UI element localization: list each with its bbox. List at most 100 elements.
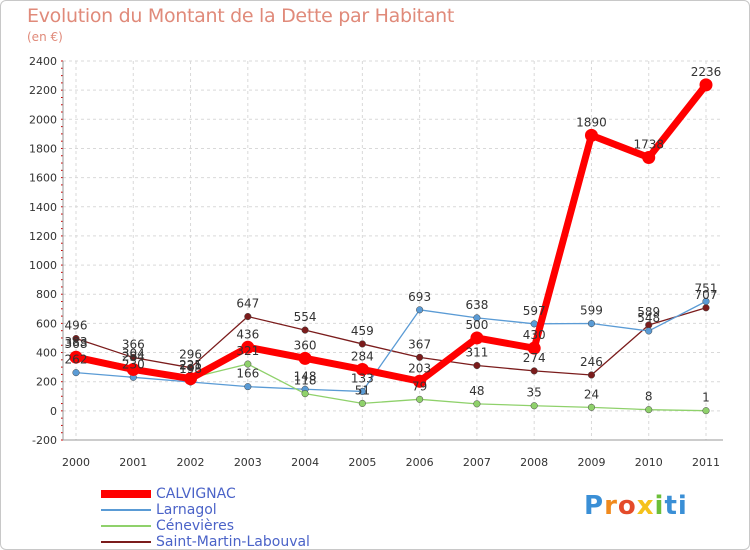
data-point [184,372,198,386]
legend-item: Cénevières [101,518,401,534]
legend-swatch [101,525,151,527]
data-point [301,390,309,398]
y-tick-label: 1800 [29,142,57,155]
data-label: 166 [236,367,259,381]
data-point [358,340,366,348]
logo-letter: x [636,491,655,521]
data-point [129,353,137,362]
data-label: 225 [179,358,202,372]
data-label: 1890 [576,115,607,129]
data-label: 430 [523,328,546,342]
legend-item: Saint-Martin-Labouval [101,534,401,549]
y-tick-label: 1000 [29,259,57,272]
y-tick-label: 0 [50,405,57,418]
plot-area [63,61,723,440]
data-point [587,403,596,411]
data-label: 367 [408,337,431,351]
data-label: 647 [236,297,259,311]
x-tick-label: 2004 [291,456,319,469]
data-label: 554 [294,310,317,324]
logo-letter: i [654,491,665,521]
data-label: 638 [465,298,488,312]
x-tick-label: 2011 [692,456,720,469]
y-tick-label: 2200 [29,84,57,97]
data-label: 48 [469,384,484,398]
data-label: 693 [408,290,431,304]
data-point [702,407,710,415]
data-point [69,350,83,364]
data-label: 79 [412,379,427,393]
data-label: 296 [179,348,202,362]
x-tick-label: 2000 [62,456,90,469]
y-tick-label: 400 [36,347,57,360]
y-tick-label: 1600 [29,172,57,185]
series-line-calvignac [72,81,710,385]
data-label: 436 [236,327,259,341]
data-label: 1 [702,391,710,405]
data-label: 321 [236,344,259,358]
data-point [358,399,366,407]
data-label: 221 [179,359,202,373]
data-label: 548 [637,311,660,325]
data-point [473,361,481,370]
x-tick-label: 2008 [520,456,548,469]
data-label: 274 [523,351,546,365]
data-label: 203 [408,361,431,375]
data-label: 8 [645,390,653,404]
data-label: 496 [65,319,88,333]
logo-letter: o [617,491,637,521]
y-tick-label: 2000 [29,113,57,126]
data-point [186,364,195,372]
y-tick-label: 600 [36,317,57,330]
data-point [642,150,656,164]
data-point [416,306,424,314]
data-point [702,304,710,312]
data-label: 304 [122,347,145,361]
data-label: 2236 [691,65,722,79]
data-label: 51 [355,383,370,397]
proxiti-logo: Proxiti [584,491,688,521]
chart-title: Evolution du Montant de la Dette par Hab… [27,5,455,27]
data-point [587,371,596,379]
legend-swatch [101,509,151,511]
y-tick-label: 1400 [29,201,57,214]
legend-swatch [101,490,151,498]
chart-legend: CALVIGNAC Larnagol Cénevières Saint-Martin-… [101,486,401,549]
logo-letter: i [677,491,688,521]
data-point [584,128,598,142]
x-tick-label: 2003 [234,456,262,469]
x-tick-label: 2010 [635,456,663,469]
y-tick-label: -200 [32,434,57,447]
data-label: 133 [351,371,374,385]
data-label: 360 [294,338,317,352]
data-point [241,340,255,354]
data-label: 262 [65,353,88,367]
data-label: 597 [523,304,546,318]
legend-label: Cénevières [156,518,235,534]
data-point [699,78,713,92]
data-label: 246 [580,355,603,369]
logo-letter: t [664,491,678,521]
data-point [72,334,80,343]
data-label: 118 [294,374,317,388]
data-point [530,367,538,375]
x-tick-label: 2009 [577,456,605,469]
data-point [72,369,80,377]
logo-letter: r [604,491,618,521]
data-point [244,360,252,368]
data-label: 751 [695,281,718,295]
data-point [301,326,309,334]
data-label: 599 [580,304,603,318]
y-tick-label: 200 [36,376,57,389]
chart-subtitle: (en €) [27,30,63,44]
data-label: 311 [465,346,488,360]
data-label: 1738 [633,137,664,151]
data-point [473,314,481,322]
x-tick-label: 2006 [406,456,434,469]
data-label: 284 [351,349,374,363]
data-label: 24 [584,387,599,401]
data-label: 366 [122,337,145,351]
legend-swatch [101,541,151,543]
data-point [244,383,252,391]
